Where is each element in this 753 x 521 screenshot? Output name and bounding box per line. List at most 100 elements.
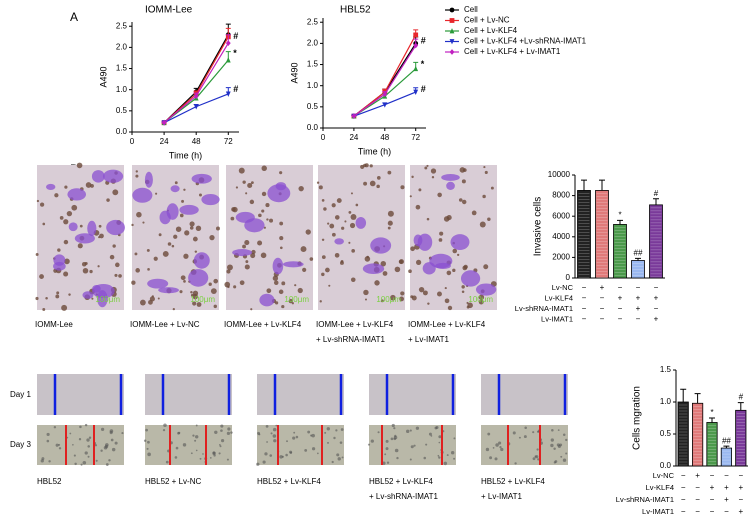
cell	[184, 230, 190, 236]
cell	[56, 291, 60, 295]
cell	[58, 443, 61, 446]
condition-sign: −	[738, 471, 743, 480]
cell	[425, 443, 428, 446]
cell	[387, 170, 392, 175]
cell	[340, 259, 344, 263]
cell	[110, 438, 114, 442]
stain	[201, 193, 220, 206]
cell	[63, 219, 69, 225]
point	[413, 65, 419, 72]
cell	[295, 435, 299, 439]
cell	[339, 441, 343, 444]
cell	[415, 426, 420, 430]
cell	[136, 211, 142, 218]
condition-sign: −	[582, 294, 587, 303]
condition-label: Lv-NC	[552, 283, 574, 292]
cell	[478, 294, 485, 300]
bar	[706, 422, 718, 467]
stain	[282, 261, 304, 268]
cell	[386, 461, 390, 464]
cell	[554, 460, 558, 463]
cell	[452, 248, 458, 254]
cell	[349, 222, 356, 229]
cell	[213, 278, 219, 284]
cell	[428, 432, 432, 436]
cell	[318, 185, 323, 190]
annotation: ##	[722, 436, 731, 445]
annotation: *	[710, 408, 713, 417]
condition-label: Lv-KLF4	[646, 483, 674, 492]
cell	[364, 163, 369, 168]
cell	[387, 220, 393, 226]
cell	[42, 308, 46, 311]
cell	[190, 290, 193, 294]
cell	[483, 264, 489, 270]
cell	[58, 447, 62, 450]
cell	[121, 432, 124, 435]
cell	[79, 224, 83, 228]
cell	[238, 167, 245, 174]
point	[413, 42, 419, 49]
stain	[74, 233, 95, 244]
scale-label: 100μm	[284, 295, 309, 304]
stain	[429, 253, 453, 269]
photo	[318, 165, 405, 310]
cell	[447, 305, 453, 311]
stain	[132, 187, 153, 203]
cell	[387, 210, 394, 217]
y-tick-label: 0.0	[307, 123, 319, 132]
condition-sign: −	[618, 283, 623, 292]
cell	[265, 425, 269, 428]
cell	[479, 221, 486, 228]
y-tick-label: 10000	[548, 170, 571, 179]
cell	[418, 286, 425, 293]
cell	[532, 457, 536, 461]
stain	[417, 233, 433, 251]
cell	[261, 165, 267, 172]
cell	[411, 175, 414, 179]
cell	[111, 447, 116, 452]
bar	[649, 204, 663, 279]
y-tick-label: 2.5	[307, 17, 319, 26]
photo	[257, 374, 344, 415]
stain	[82, 291, 94, 299]
condition-sign: −	[582, 283, 587, 292]
cell	[307, 430, 311, 434]
cell	[181, 199, 185, 203]
cell	[364, 298, 368, 301]
condition-sign: −	[681, 471, 686, 480]
x-tick-label: 72	[411, 133, 420, 142]
cell	[183, 253, 189, 259]
cell	[369, 164, 373, 168]
cell	[535, 455, 539, 459]
cell	[263, 226, 266, 229]
x-tick-label: 24	[160, 137, 169, 146]
cell	[394, 448, 399, 453]
cell	[340, 428, 344, 431]
cell	[249, 199, 255, 205]
stain	[191, 173, 212, 184]
y-axis-label: A490	[289, 62, 299, 83]
condition-sign: −	[710, 507, 715, 516]
cell	[424, 166, 428, 170]
cell	[393, 435, 398, 440]
cell	[492, 447, 495, 449]
cell	[328, 284, 331, 287]
cell	[266, 218, 269, 221]
cell	[42, 222, 46, 226]
cell	[551, 428, 554, 432]
cell	[57, 248, 61, 252]
condition-sign: +	[738, 483, 743, 492]
cell	[311, 447, 316, 451]
cell	[374, 280, 380, 286]
condition-label: Lv-NC	[653, 471, 675, 480]
stain	[67, 188, 87, 201]
cell	[195, 435, 199, 439]
error-bar	[694, 393, 701, 404]
x-tick-label: 72	[224, 137, 233, 146]
stain	[232, 249, 253, 257]
condition-sign: −	[724, 507, 729, 516]
cell	[195, 225, 202, 232]
cell	[289, 450, 293, 454]
